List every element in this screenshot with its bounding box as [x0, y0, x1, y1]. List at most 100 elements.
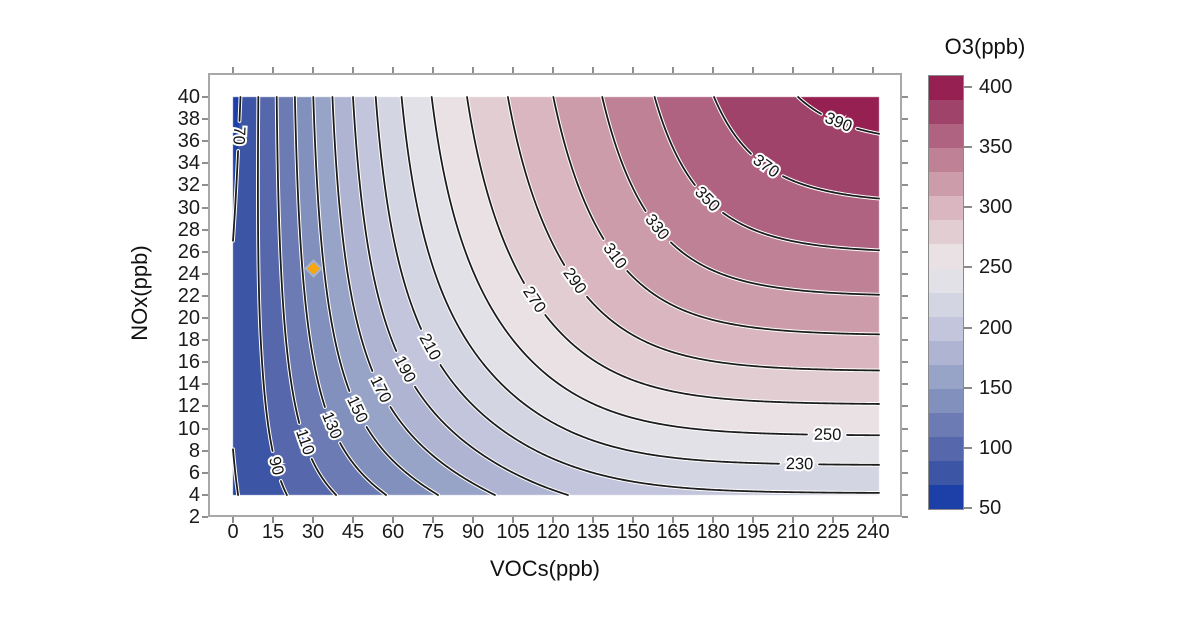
x-axis-tick — [512, 517, 514, 523]
plot-area — [208, 73, 902, 517]
contour-plot-canvas — [210, 75, 900, 515]
y-tick-label: 40 — [177, 86, 200, 108]
x-axis-top-tick — [432, 67, 434, 73]
y-axis-tick — [202, 250, 208, 253]
colorbar-tick — [964, 86, 972, 89]
x-tick-label: 240 — [856, 521, 890, 543]
y-tick-label: 4 — [188, 483, 200, 506]
y-axis-tick — [202, 361, 208, 364]
colorbar-band — [929, 292, 963, 317]
colorbar-tick-label: 300 — [979, 196, 1013, 219]
colorbar-band — [929, 148, 963, 173]
x-axis-top-tick — [872, 67, 874, 73]
y-axis-right-tick — [902, 361, 908, 364]
y-tick-label: 30 — [177, 196, 200, 219]
y-axis-right-tick — [902, 206, 908, 209]
x-tick-label: 60 — [381, 521, 405, 543]
y-tick-label: 26 — [177, 240, 200, 263]
y-axis-right-tick — [902, 471, 908, 474]
colorbar-band — [929, 388, 963, 413]
x-axis-top-tick — [712, 67, 714, 73]
colorbar-tick-label: 350 — [979, 136, 1013, 159]
y-axis-right-tick — [902, 272, 908, 275]
y-tick-label: 34 — [177, 152, 200, 175]
x-tick-label: 105 — [496, 521, 530, 543]
y-tick-label: 18 — [177, 329, 200, 352]
x-axis-top-tick — [472, 67, 474, 73]
y-axis-tick — [202, 339, 208, 342]
colorbar-tick-label: 200 — [979, 316, 1013, 339]
x-tick-label: 180 — [696, 521, 730, 543]
y-axis-right-tick — [902, 516, 908, 518]
colorbar-band — [929, 220, 963, 245]
y-axis-right-tick — [902, 317, 908, 320]
x-tick-label: 150 — [616, 521, 650, 543]
x-tick-label: 120 — [536, 521, 570, 543]
colorbar-band — [929, 436, 963, 461]
x-tick-label: 45 — [341, 521, 365, 543]
x-tick-label: 225 — [816, 521, 850, 543]
x-tick-label: 75 — [421, 521, 445, 543]
y-axis-tick — [202, 294, 208, 297]
x-axis-title: VOCs(ppb) — [489, 556, 601, 581]
colorbar-band — [929, 100, 963, 125]
x-axis-tick — [232, 517, 234, 523]
x-axis-tick — [712, 517, 714, 523]
x-axis-tick — [592, 517, 594, 523]
y-tick-label: 8 — [188, 439, 200, 462]
x-axis-top-tick — [632, 67, 634, 73]
x-tick-label: 210 — [776, 521, 810, 543]
y-axis-tick — [202, 449, 208, 452]
x-axis-tick — [872, 517, 874, 523]
y-axis-right-tick — [902, 294, 908, 297]
y-tick-label: 6 — [188, 461, 200, 484]
colorbar-tick-label: 150 — [979, 376, 1013, 399]
y-tick-label: 38 — [177, 108, 200, 131]
x-axis-tick — [432, 517, 434, 523]
y-tick-label: 24 — [177, 262, 200, 285]
x-axis-top-tick — [232, 67, 234, 73]
x-axis-top-tick — [352, 67, 354, 73]
x-axis-tick — [672, 517, 674, 523]
y-axis-tick — [202, 493, 208, 496]
y-tick-label: 12 — [177, 395, 200, 418]
colorbar-band — [929, 340, 963, 365]
x-axis-tick — [352, 517, 354, 523]
x-axis-top-tick — [392, 67, 394, 73]
colorbar-tick — [964, 146, 972, 149]
x-axis-tick — [792, 517, 794, 523]
colorbar-title: O3(ppb) — [944, 34, 1026, 59]
y-axis-right-tick — [902, 228, 908, 231]
y-axis-right-tick — [902, 184, 908, 187]
y-tick-label: 36 — [177, 130, 200, 153]
y-axis-tick — [202, 383, 208, 386]
colorbar-band — [929, 268, 963, 293]
x-tick-label: 135 — [576, 521, 610, 543]
y-axis-tick — [202, 162, 208, 165]
x-axis-tick — [312, 517, 314, 523]
colorbar-tick — [964, 206, 972, 209]
y-axis-tick — [202, 140, 208, 143]
y-axis-tick — [202, 206, 208, 209]
y-axis-right-tick — [902, 339, 908, 342]
y-axis-right-tick — [902, 96, 908, 98]
x-axis-top-tick — [592, 67, 594, 73]
y-axis-tick — [202, 228, 208, 231]
x-axis-top-tick — [512, 67, 514, 73]
colorbar-tick-label: 100 — [979, 436, 1013, 459]
colorbar-band — [929, 244, 963, 269]
y-axis-right-tick — [902, 427, 908, 430]
colorbar — [928, 75, 964, 510]
x-axis-top-tick — [792, 67, 794, 73]
x-axis-top-tick — [272, 67, 274, 73]
x-tick-label: 195 — [736, 521, 770, 543]
y-axis-right-tick — [902, 118, 908, 121]
x-tick-label: 0 — [227, 521, 239, 543]
x-axis-tick — [272, 517, 274, 523]
y-tick-label: 14 — [177, 373, 200, 396]
y-axis-tick — [202, 516, 208, 518]
colorbar-band — [929, 485, 963, 510]
x-tick-label: 165 — [656, 521, 690, 543]
x-tick-label: 90 — [461, 521, 485, 543]
x-axis-tick — [392, 517, 394, 523]
